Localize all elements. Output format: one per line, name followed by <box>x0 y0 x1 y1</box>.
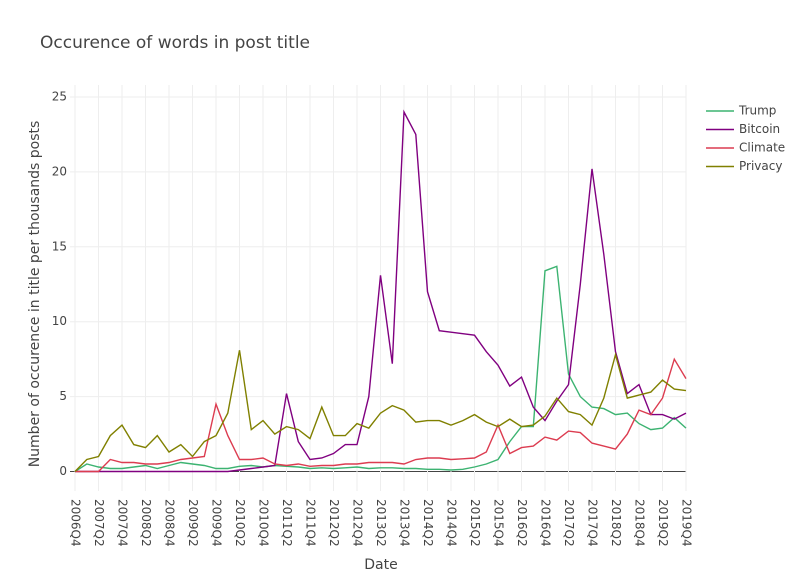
x-tick-label: 2014Q4 <box>445 499 459 547</box>
x-tick-label: 2018Q2 <box>609 499 623 547</box>
legend-label: Climate <box>739 141 785 155</box>
y-tick-label: 10 <box>52 314 67 328</box>
x-tick-label: 2013Q4 <box>398 499 412 547</box>
x-tick-label: 2019Q4 <box>680 499 694 547</box>
x-tick-label: 2010Q4 <box>257 499 271 547</box>
y-tick-label: 15 <box>52 239 67 253</box>
chart-title: Occurence of words in post title <box>40 33 310 53</box>
x-axis-title: Date <box>364 557 397 573</box>
x-tick-label: 2007Q2 <box>92 499 106 547</box>
x-tick-label: 2017Q4 <box>586 499 600 547</box>
x-tick-label: 2011Q4 <box>304 499 318 547</box>
y-axis-title: Number of occurence in title per thousan… <box>27 121 43 468</box>
line <box>74 265 687 473</box>
y-tick-label: 25 <box>52 89 67 103</box>
line <box>75 357 687 473</box>
y-tick-label: 20 <box>52 164 67 178</box>
x-tick-label: 2012Q2 <box>327 499 341 547</box>
x-tick-label: 2007Q4 <box>116 499 130 547</box>
x-tick-label: 2010Q2 <box>233 499 247 547</box>
x-tick-label: 2006Q4 <box>69 499 83 547</box>
x-tick-label: 2013Q2 <box>374 499 388 547</box>
x-tick-label: 2016Q2 <box>515 499 529 547</box>
x-tick-label: 2017Q2 <box>562 499 576 547</box>
x-tick-label: 2008Q2 <box>139 499 153 547</box>
x-tick-label: 2019Q2 <box>656 499 670 547</box>
y-tick-label: 5 <box>59 389 67 403</box>
x-tick-label: 2012Q4 <box>351 499 365 547</box>
x-tick-label: 2018Q4 <box>633 499 647 547</box>
legend-label: Bitcoin <box>739 122 780 136</box>
line <box>75 109 687 473</box>
x-tick-label: 2009Q4 <box>210 499 224 547</box>
x-tick-label: 2009Q2 <box>186 499 200 547</box>
x-tick-label: 2011Q2 <box>280 499 294 547</box>
x-tick-label: 2008Q4 <box>163 499 177 547</box>
legend-label: Privacy <box>739 159 782 173</box>
x-tick-label: 2016Q4 <box>539 499 553 547</box>
line <box>74 350 687 472</box>
x-tick-label: 2015Q2 <box>468 499 482 547</box>
y-tick-label: 0 <box>59 464 67 478</box>
x-tick-label: 2015Q4 <box>492 499 506 547</box>
legend-label: Trump <box>738 104 776 118</box>
x-tick-label: 2014Q2 <box>421 499 435 547</box>
